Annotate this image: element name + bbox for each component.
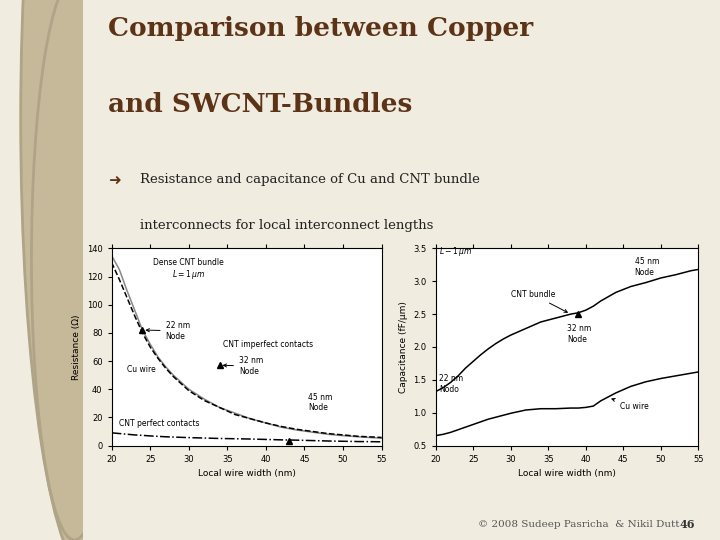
- Text: © 2008 Sudeep Pasricha  & Nikil Dutt: © 2008 Sudeep Pasricha & Nikil Dutt: [478, 521, 680, 529]
- Text: 32 nm
Node: 32 nm Node: [567, 325, 591, 343]
- Text: 32 nm
Node: 32 nm Node: [223, 356, 263, 376]
- X-axis label: Local wire width (nm): Local wire width (nm): [198, 469, 295, 478]
- Text: CNT imperfect contacts: CNT imperfect contacts: [223, 340, 314, 349]
- Text: ➜: ➜: [108, 173, 121, 188]
- Text: CNT bundle: CNT bundle: [510, 290, 567, 312]
- Text: Comparison between Copper: Comparison between Copper: [108, 16, 534, 41]
- Text: Cu wire: Cu wire: [127, 365, 156, 374]
- Text: $L=1\,\mu m$: $L=1\,\mu m$: [172, 267, 205, 281]
- Y-axis label: Capacitance (fF/μm): Capacitance (fF/μm): [399, 301, 408, 393]
- Y-axis label: Resistance (Ω): Resistance (Ω): [72, 314, 81, 380]
- Text: and SWCNT-Bundles: and SWCNT-Bundles: [108, 92, 413, 117]
- Text: 22 nm
Nodo: 22 nm Nodo: [439, 374, 464, 394]
- Text: 46: 46: [679, 519, 695, 530]
- Circle shape: [21, 0, 161, 540]
- Text: 22 nm
Node: 22 nm Node: [146, 321, 190, 341]
- Text: $L-1\,\mu m$: $L-1\,\mu m$: [439, 245, 473, 258]
- Text: CNT perfect contacts: CNT perfect contacts: [120, 419, 200, 428]
- Text: Resistance and capacitance of Cu and CNT bundle: Resistance and capacitance of Cu and CNT…: [140, 173, 480, 186]
- Circle shape: [32, 0, 117, 540]
- Text: interconnects for local interconnect lengths: interconnects for local interconnect len…: [140, 219, 433, 232]
- Text: Cu wire: Cu wire: [612, 399, 648, 411]
- X-axis label: Local wire width (nm): Local wire width (nm): [518, 469, 616, 478]
- Text: 45 nm
Node: 45 nm Node: [634, 257, 659, 276]
- Text: Dense CNT bundle: Dense CNT bundle: [153, 258, 224, 267]
- Text: 45 nm
Node: 45 nm Node: [308, 393, 333, 413]
